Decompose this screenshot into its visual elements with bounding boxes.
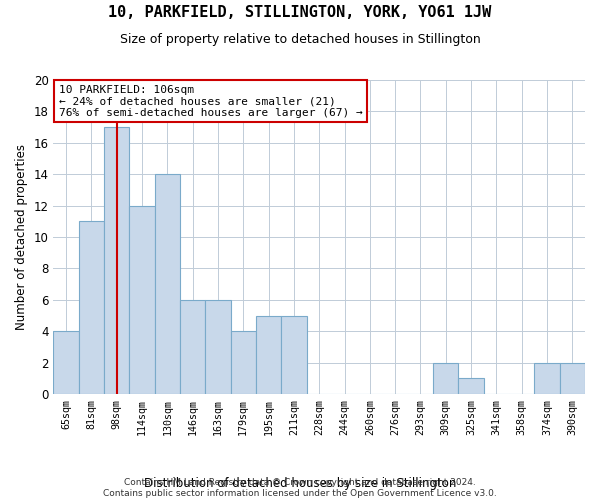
Bar [79, 222, 104, 394]
Bar [155, 174, 180, 394]
Bar [130, 206, 155, 394]
Text: Distribution of detached houses by size in Stillington: Distribution of detached houses by size … [144, 477, 456, 490]
Bar [180, 300, 205, 394]
Bar [205, 300, 230, 394]
Bar [53, 332, 79, 394]
Bar [281, 316, 307, 394]
Text: 10 PARKFIELD: 106sqm
← 24% of detached houses are smaller (21)
76% of semi-detac: 10 PARKFIELD: 106sqm ← 24% of detached h… [59, 84, 362, 118]
Y-axis label: Number of detached properties: Number of detached properties [15, 144, 28, 330]
Bar [433, 362, 458, 394]
Bar [104, 127, 130, 394]
Bar [230, 332, 256, 394]
Bar [458, 378, 484, 394]
Bar [560, 362, 585, 394]
Text: 10, PARKFIELD, STILLINGTON, YORK, YO61 1JW: 10, PARKFIELD, STILLINGTON, YORK, YO61 1… [109, 5, 491, 20]
Text: Size of property relative to detached houses in Stillington: Size of property relative to detached ho… [119, 32, 481, 46]
Bar [256, 316, 281, 394]
Text: Contains HM Land Registry data © Crown copyright and database right 2024.
Contai: Contains HM Land Registry data © Crown c… [103, 478, 497, 498]
Bar [535, 362, 560, 394]
